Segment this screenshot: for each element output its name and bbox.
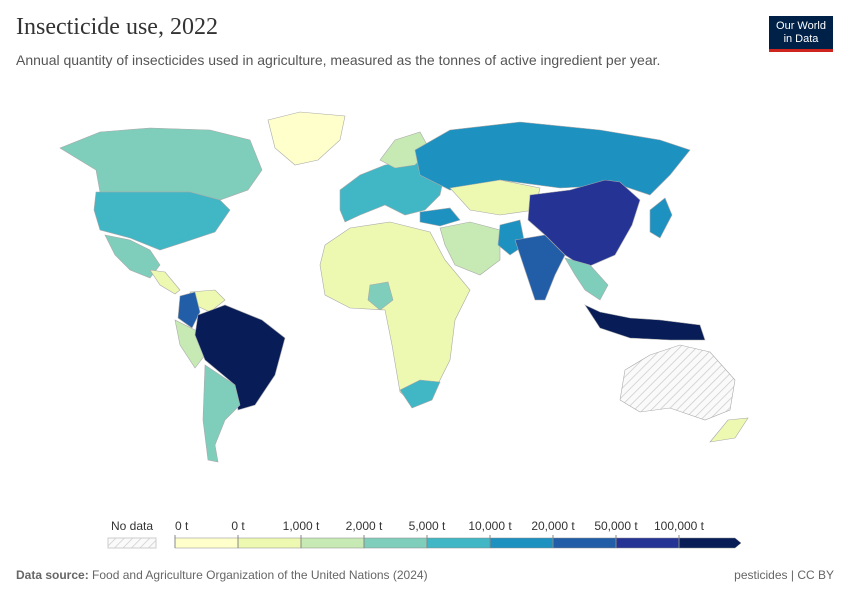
usa[interactable] xyxy=(93,191,231,251)
canada[interactable] xyxy=(59,127,263,201)
legend-tick-label: 5,000 t xyxy=(409,519,446,533)
greenland[interactable] xyxy=(267,111,346,166)
argentina[interactable] xyxy=(202,364,241,463)
south-africa[interactable] xyxy=(399,379,441,409)
map: No data 0 t 0 t 1,000 t 2,000 t 5,000 t 10,000… xyxy=(59,111,749,549)
title: Insecticide use, 2022 xyxy=(16,14,218,40)
turkey[interactable] xyxy=(419,207,461,227)
logo-line: Our World xyxy=(776,20,826,32)
legend-tick-label: 1,000 t xyxy=(283,519,320,533)
source-label: Data source: xyxy=(16,568,89,582)
legend-bin xyxy=(300,537,365,549)
legend-bin xyxy=(237,537,302,549)
subtitle: Annual quantity of insecticides used in … xyxy=(16,52,661,68)
nigeria[interactable] xyxy=(367,281,394,311)
japan[interactable] xyxy=(649,197,673,239)
legend-tick-label: 0 t xyxy=(231,519,245,533)
peru[interactable] xyxy=(174,319,206,369)
middle-east[interactable] xyxy=(439,221,501,276)
license[interactable]: pesticides | CC BY xyxy=(734,568,834,582)
brazil[interactable] xyxy=(194,304,286,411)
logo-line: in Data xyxy=(783,33,819,45)
australia[interactable] xyxy=(619,344,736,421)
countries xyxy=(59,111,749,463)
legend-tick-label: 20,000 t xyxy=(531,519,575,533)
legend-tick-label: 2,000 t xyxy=(346,519,383,533)
legend-bin xyxy=(615,537,680,549)
legend-bin xyxy=(426,537,491,549)
colombia[interactable] xyxy=(177,291,201,329)
source: Data source: Food and Agriculture Organi… xyxy=(16,568,428,582)
legend-bin xyxy=(552,537,617,549)
legend-tick-label: 10,000 t xyxy=(468,519,512,533)
southeast-asia[interactable] xyxy=(564,257,609,301)
logo[interactable]: Our World in Data xyxy=(769,16,833,52)
legend-bin xyxy=(174,537,239,549)
source-text: Food and Agriculture Organization of the… xyxy=(92,568,428,582)
legend-tick-label: 50,000 t xyxy=(594,519,638,533)
legend-tick-label: 0 t xyxy=(175,519,189,533)
no-data-label: No data xyxy=(111,519,153,533)
central-america[interactable] xyxy=(149,269,181,295)
legend-bin xyxy=(678,537,742,549)
russia[interactable] xyxy=(414,121,691,196)
legend-tick-label: 100,000 t xyxy=(654,519,705,533)
no-data-swatch xyxy=(107,537,157,549)
new-zealand[interactable] xyxy=(709,417,749,443)
europe[interactable] xyxy=(339,159,446,223)
legend-bin xyxy=(489,537,554,549)
china[interactable] xyxy=(527,179,641,269)
indonesia[interactable] xyxy=(584,304,706,341)
legend-bin xyxy=(363,537,428,549)
